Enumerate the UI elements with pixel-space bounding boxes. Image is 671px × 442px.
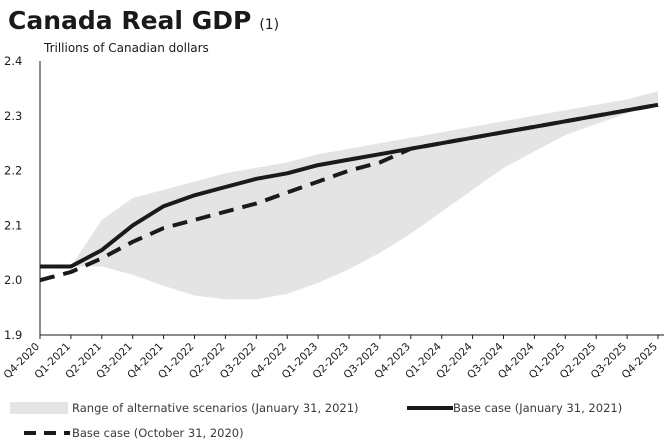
legend: Range of alternative scenarios (January … [10,401,622,440]
y-tick-label: 2.0 [4,273,22,287]
chart-title: Canada Real GDP (1) [8,6,279,35]
range-band [70,91,658,300]
y-tick-label: 1.9 [4,328,22,342]
y-tick-label: 2.3 [4,109,22,123]
range-layer [70,91,658,300]
chart-title-main: Canada Real GDP [8,6,251,35]
legend-label-range: Range of alternative scenarios (January … [72,401,359,415]
y-tick-label: 2.1 [4,218,22,232]
series-layer [39,102,659,283]
legend-label-base-oct: Base case (October 31, 2020) [72,426,244,440]
y-axis-unit-label: Trillions of Canadian dollars [43,41,209,55]
series-line-base-oct-2020 [39,102,659,283]
axis-layer [39,61,664,336]
chart-title-note: (1) [259,17,279,33]
x-tick-labels: Q4-2020Q1-2021Q2-2021Q3-2021Q4-2021Q1-20… [1,335,660,381]
y-tick-label: 2.2 [4,164,22,178]
y-tick-labels: 1.9 2.0 2.1 2.2 2.3 2.4 [4,54,22,342]
legend-swatch-range [10,402,68,414]
y-tick-label: 2.4 [4,54,22,68]
legend-label-base-jan: Base case (January 31, 2021) [453,401,622,415]
